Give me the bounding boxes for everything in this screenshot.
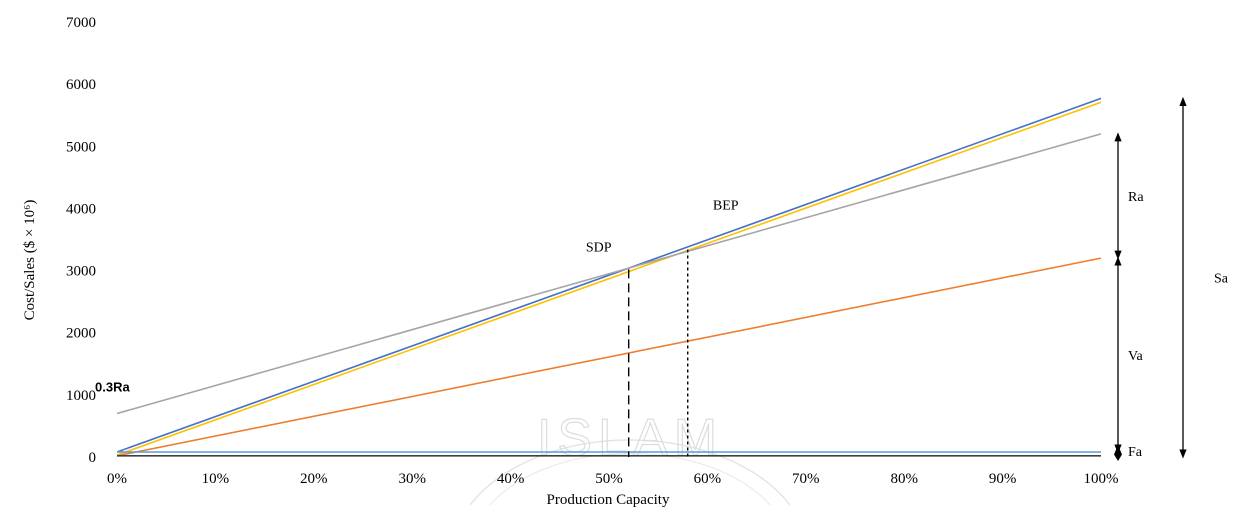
y-tick-label: 1000	[66, 388, 96, 404]
x-tick-label: 40%	[497, 471, 525, 487]
fixed-cost-share-label: 0.3Ra	[95, 380, 130, 395]
series-line-1	[116, 97, 1102, 453]
y-axis-title: Cost/Sales ($ × 10⁶)	[22, 200, 38, 321]
y-tick-label: 0	[89, 450, 97, 466]
x-tick-label: 70%	[792, 471, 820, 487]
watermark-seal: ISLAM	[469, 408, 791, 506]
y-tick-label: 3000	[66, 264, 96, 280]
x-tick-label: 50%	[595, 471, 623, 487]
x-tick-label: 20%	[300, 471, 328, 487]
ra-label: Ra	[1128, 190, 1144, 205]
bep-label: BEP	[713, 198, 739, 213]
y-tick-label: 2000	[66, 326, 96, 342]
y-tick-label: 6000	[66, 77, 96, 93]
fa-label: Fa	[1128, 445, 1143, 460]
sa-label: Sa	[1214, 272, 1229, 287]
y-tick-label: 4000	[66, 201, 96, 217]
va-label: Va	[1128, 349, 1144, 364]
x-tick-label: 60%	[694, 471, 722, 487]
x-tick-label: 100%	[1084, 471, 1119, 487]
drop-lines	[627, 249, 689, 457]
x-tick-label: 0%	[107, 471, 127, 487]
y-axis-tick-labels: 0 1000 2000 3000 4000 5000 6000 7000	[66, 15, 96, 466]
x-axis-tick-labels: 0% 10% 20% 30% 40% 50% 60% 70% 80% 90% 100%	[107, 471, 1119, 487]
sdp-label: SDP	[586, 240, 612, 255]
x-tick-label: 30%	[398, 471, 426, 487]
x-tick-label: 90%	[989, 471, 1017, 487]
x-tick-label: 80%	[890, 471, 918, 487]
watermark-text: ISLAM	[537, 409, 723, 467]
dimension-arrows	[1114, 96, 1187, 461]
series-line-3	[116, 133, 1102, 415]
y-tick-label: 7000	[66, 15, 96, 31]
x-tick-label: 10%	[202, 471, 230, 487]
series-line-2	[116, 101, 1102, 456]
y-tick-label: 5000	[66, 139, 96, 155]
series-lines	[116, 97, 1102, 457]
series-line-4	[116, 257, 1102, 457]
x-axis-title: Production Capacity	[547, 492, 670, 508]
fa-dimension-arrow	[1114, 445, 1122, 461]
